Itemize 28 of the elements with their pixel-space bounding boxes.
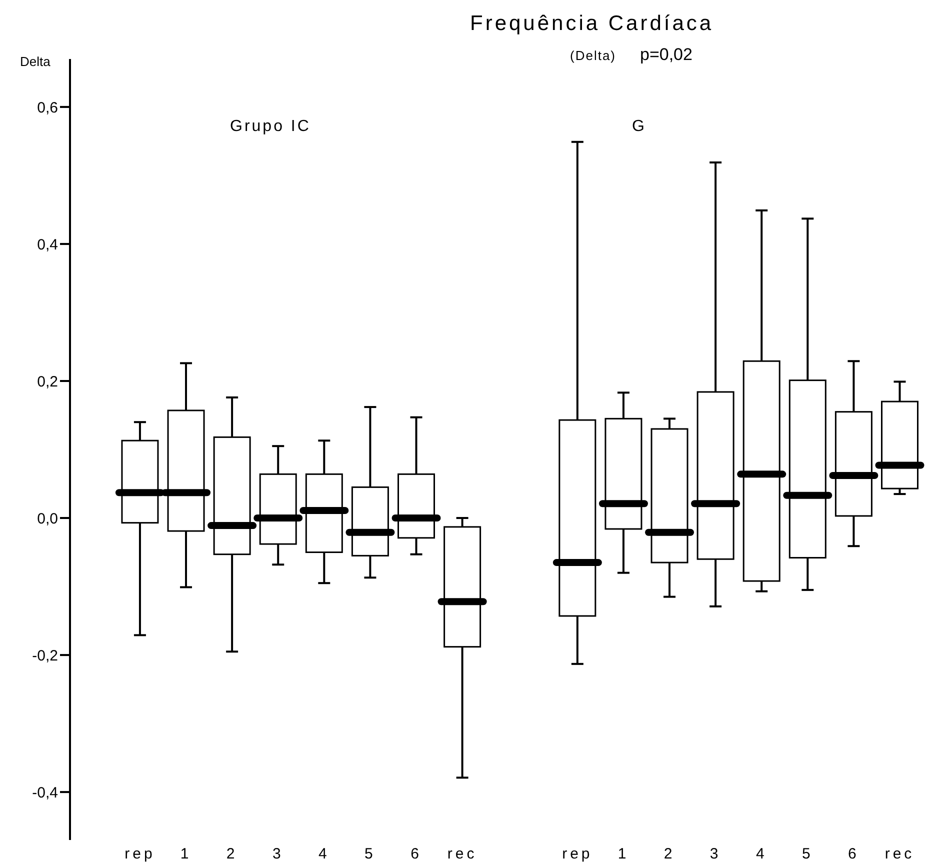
y-tick-label: -0,2 (32, 647, 58, 664)
chart-title: Frequência Cardíaca (470, 12, 714, 36)
x-tick-label: 1 (618, 846, 630, 863)
annotation: Grupo IC (230, 118, 311, 136)
y-tick-label: -0,4 (32, 784, 58, 802)
x-tick-label: 5 (364, 846, 376, 863)
x-tick-label: 1 (180, 846, 192, 863)
y-tick-label: 0,2 (37, 373, 58, 390)
x-tick-label: 5 (802, 846, 814, 863)
x-tick-label: 4 (756, 846, 768, 863)
x-tick-label: rec (447, 846, 478, 863)
y-tick-label: 0,0 (37, 510, 58, 528)
x-tick-label: 2 (664, 846, 676, 863)
x-tick-label: 6 (410, 846, 422, 863)
x-tick-label: rep (562, 846, 593, 863)
x-tick-label: 3 (710, 846, 722, 863)
x-tick-label: 4 (318, 846, 330, 863)
x-tick-label: 6 (848, 846, 860, 863)
annotation: G (632, 118, 646, 136)
x-tick-label: rec (884, 846, 915, 863)
x-tick-label: rep (124, 846, 156, 863)
annotation: p=0,02 (640, 45, 692, 65)
y-tick-label: 0,4 (37, 236, 58, 254)
y-axis-title: Delta (20, 54, 50, 69)
x-tick-label: 2 (226, 846, 238, 863)
chart-subtitle: (Delta) (570, 48, 616, 63)
y-tick-label: 0,6 (37, 99, 58, 116)
x-tick-label: 3 (272, 846, 284, 863)
